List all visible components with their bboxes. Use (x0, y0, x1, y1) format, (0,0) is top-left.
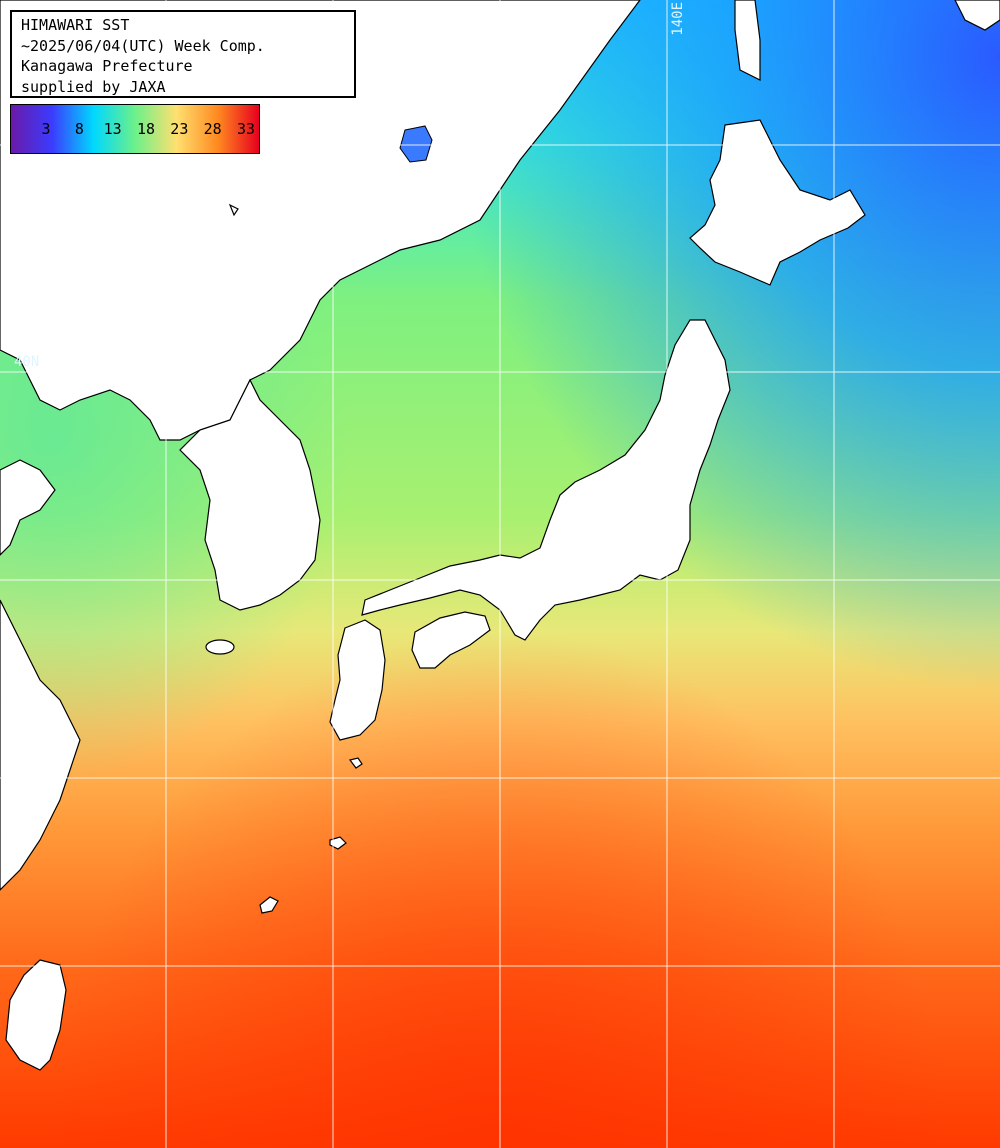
land-china-coast (0, 459, 56, 556)
title-box: HIMAWARI SST ~2025/06/04(UTC) Week Comp.… (10, 10, 356, 98)
title-line-region: Kanagawa Prefecture (21, 57, 193, 75)
legend-color-bar (11, 105, 259, 153)
land-kamchatka-edge (954, 0, 1000, 31)
legend-tick-8: 8 (74, 120, 84, 138)
title-line-product: HIMAWARI SST (21, 16, 130, 34)
legend-tick-3: 3 (41, 120, 51, 138)
land-shikoku (411, 611, 491, 669)
land-china-mainland (0, 599, 81, 891)
legend-ticks: 3 8 13 18 23 28 33 (11, 105, 259, 153)
title-line-credit: supplied by JAXA (21, 77, 166, 96)
land-kyushu (329, 619, 386, 741)
color-legend: 3 8 13 18 23 28 33 (10, 104, 260, 154)
title-line-date: ~2025/06/04(UTC) Week Comp. (21, 36, 265, 55)
legend-tick-28: 28 (203, 120, 222, 138)
legend-tick-13: 13 (103, 120, 122, 138)
legend-tick-23: 23 (170, 120, 189, 138)
lat-label-40n: 40N (14, 354, 40, 370)
legend-tick-33: 33 (236, 120, 256, 138)
land-taiwan (5, 959, 67, 1071)
land-jeju (205, 639, 235, 655)
legend-tick-18: 18 (136, 120, 156, 138)
land-korea (179, 378, 321, 611)
land-hokkaido (689, 119, 866, 286)
lake (399, 125, 433, 163)
land-honshu (361, 319, 731, 641)
lon-label-140e: 140E (670, 2, 686, 36)
land-sakhalin (734, 0, 761, 81)
